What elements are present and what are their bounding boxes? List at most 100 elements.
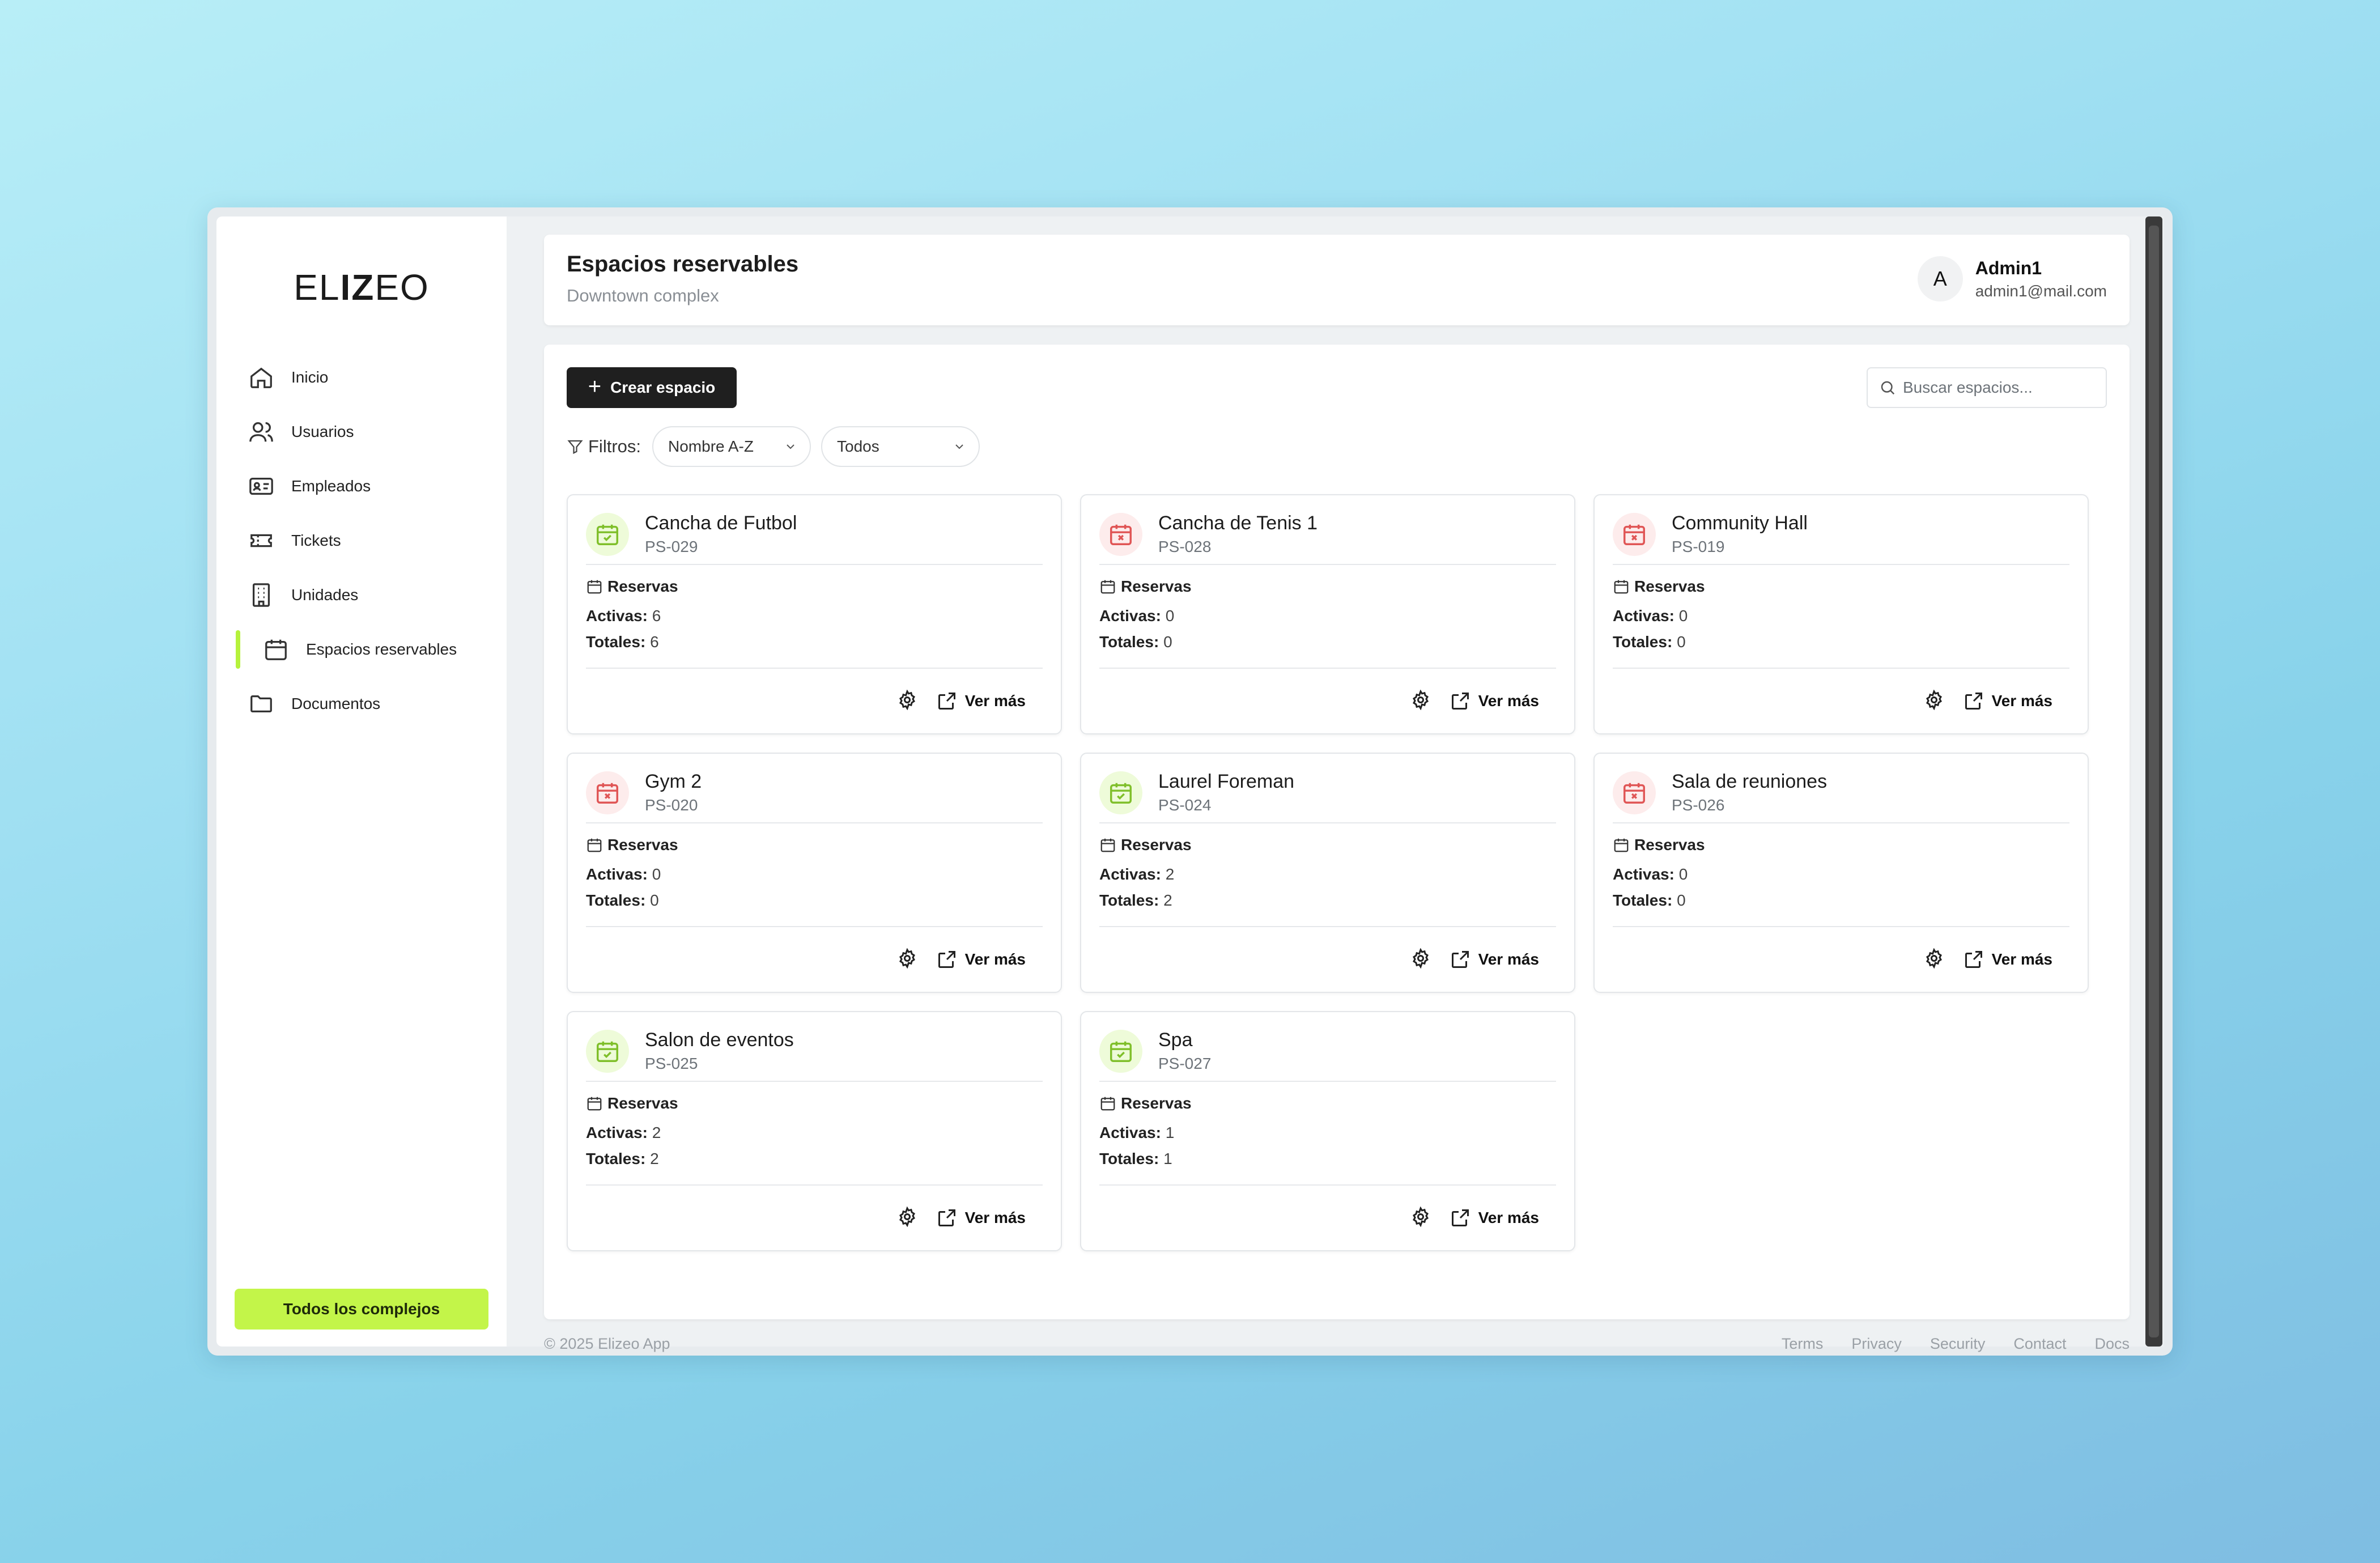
calendar-icon — [1100, 1097, 1115, 1111]
search-box[interactable] — [1867, 367, 2107, 408]
space-name: Cancha de Tenis 1 — [1158, 512, 1318, 534]
footer-link-security[interactable]: Security — [1930, 1335, 1986, 1352]
footer-link-terms[interactable]: Terms — [1781, 1335, 1824, 1352]
view-more-button[interactable]: Ver más — [1964, 691, 2052, 711]
active-count: 0 — [1678, 607, 1688, 625]
total-label: Totales: — [586, 633, 646, 651]
sidebar-item-label: Empleados — [291, 477, 371, 495]
active-count: 0 — [1165, 607, 1175, 625]
avatar[interactable]: A — [1917, 256, 1963, 301]
footer-link-contact[interactable]: Contact — [2013, 1335, 2067, 1352]
sidebar-item-unidades[interactable]: Unidades — [239, 568, 490, 622]
space-card-actions: Ver más — [586, 926, 1043, 992]
page-header: Espacios reservables Downtown complex A … — [544, 235, 2130, 325]
view-more-button[interactable]: Ver más — [937, 1208, 1026, 1228]
active-count: 2 — [1165, 865, 1175, 883]
settings-button[interactable] — [1410, 1206, 1431, 1230]
reservations-label: Reservas — [1121, 836, 1192, 853]
calendar-icon — [1614, 580, 1629, 594]
view-more-label: Ver más — [1478, 1209, 1539, 1226]
sidebar-item-empleados[interactable]: Empleados — [239, 459, 490, 513]
space-card: Salon de eventos PS-025 Reservas Activas: 2… — [567, 1011, 1062, 1251]
space-card: Cancha de Futbol PS-029 Reservas Activas: 6… — [567, 494, 1062, 734]
external-link-icon — [938, 951, 955, 968]
total-reservations: Totales: 2 — [1099, 891, 1556, 910]
calendar-icon — [262, 635, 290, 664]
reservations-heading: Reservas — [1099, 836, 1556, 854]
space-card: Community Hall PS-019 Reservas Activas: 0 To… — [1593, 494, 2089, 734]
view-more-button[interactable]: Ver más — [1450, 1208, 1539, 1228]
user-menu[interactable]: A Admin1 admin1@mail.com — [1917, 256, 2107, 301]
space-name: Cancha de Futbol — [645, 512, 797, 534]
settings-button[interactable] — [1410, 689, 1431, 713]
divider — [1099, 822, 1556, 823]
user-email: admin1@mail.com — [1975, 282, 2107, 300]
gear-icon — [1412, 948, 1429, 969]
reservations-heading: Reservas — [586, 577, 1043, 596]
space-card: Laurel Foreman PS-024 Reservas Activas: 2 To… — [1080, 753, 1575, 993]
sort-select[interactable]: Nombre A-Z — [652, 426, 811, 467]
view-more-button[interactable]: Ver más — [1450, 691, 1539, 711]
calendar-icon — [1100, 838, 1115, 852]
space-card-actions: Ver más — [1613, 668, 2069, 733]
total-label: Totales: — [1613, 891, 1673, 909]
settings-button[interactable] — [1924, 948, 1944, 971]
divider — [1613, 564, 2069, 565]
total-label: Totales: — [1099, 633, 1159, 651]
sidebar-nav: Inicio Usuarios Empleados Tickets Unidades Es… — [236, 350, 490, 731]
search-input[interactable] — [1903, 379, 2096, 397]
settings-button[interactable] — [1410, 948, 1431, 971]
settings-button[interactable] — [1924, 689, 1944, 713]
all-complexes-button[interactable]: Todos los complejos — [235, 1289, 488, 1330]
active-reservations: Activas: 2 — [586, 1124, 1043, 1142]
total-count: 0 — [1677, 891, 1686, 909]
view-more-label: Ver más — [964, 950, 1026, 968]
gear-icon — [1412, 1206, 1429, 1227]
create-space-label: Crear espacio — [610, 379, 716, 396]
external-link-icon — [1451, 693, 1469, 710]
total-reservations: Totales: 2 — [586, 1150, 1043, 1168]
create-space-button[interactable]: + Crear espacio — [567, 367, 737, 408]
total-count: 6 — [650, 633, 659, 651]
settings-button[interactable] — [897, 689, 917, 713]
calendar-icon — [1614, 838, 1629, 852]
sidebar-item-documentos[interactable]: Documentos — [239, 677, 490, 731]
scrollbar-thumb[interactable] — [2149, 226, 2159, 1337]
building-icon — [247, 581, 275, 609]
calendar-check-icon — [586, 512, 629, 556]
plus-icon: + — [588, 374, 602, 399]
filters-text: Filtros: — [588, 436, 641, 456]
total-reservations: Totales: 0 — [1613, 891, 2069, 910]
active-label: Activas: — [1613, 865, 1674, 883]
view-more-button[interactable]: Ver más — [937, 691, 1026, 711]
calendar-x-icon — [1613, 512, 1656, 556]
reservations-label: Reservas — [607, 836, 678, 853]
spaces-grid: Cancha de Futbol PS-029 Reservas Activas: 6… — [567, 494, 2107, 1251]
scrollbar[interactable] — [2145, 216, 2162, 1347]
settings-button[interactable] — [897, 948, 917, 971]
gear-icon — [899, 1206, 915, 1227]
user-name: Admin1 — [1975, 257, 2042, 278]
calendar-icon — [587, 838, 602, 852]
sidebar-item-usuarios[interactable]: Usuarios — [239, 405, 490, 459]
footer-link-docs[interactable]: Docs — [2094, 1335, 2130, 1352]
status-select[interactable]: Todos — [821, 426, 980, 467]
view-more-button[interactable]: Ver más — [1964, 949, 2052, 970]
footer-links: Terms Privacy Security Contact Docs — [1782, 1335, 2130, 1353]
settings-button[interactable] — [897, 1206, 917, 1230]
sidebar-item-label: Documentos — [291, 695, 381, 712]
view-more-button[interactable]: Ver más — [937, 949, 1026, 970]
divider — [1613, 822, 2069, 823]
active-reservations: Activas: 0 — [1613, 865, 2069, 884]
sidebar-item-inicio[interactable]: Inicio — [239, 350, 490, 405]
footer: © 2025 Elizeo App Terms Privacy Security Co… — [544, 1335, 2130, 1353]
gear-icon — [899, 948, 915, 969]
active-count: 2 — [652, 1124, 661, 1141]
active-reservations: Activas: 6 — [586, 607, 1043, 625]
total-reservations: Totales: 0 — [586, 891, 1043, 910]
sidebar-item-espacios-reservables[interactable]: Espacios reservables — [236, 622, 490, 677]
sidebar-item-tickets[interactable]: Tickets — [239, 513, 490, 568]
sidebar-item-label: Unidades — [291, 586, 359, 604]
view-more-button[interactable]: Ver más — [1450, 949, 1539, 970]
footer-link-privacy[interactable]: Privacy — [1851, 1335, 1902, 1352]
